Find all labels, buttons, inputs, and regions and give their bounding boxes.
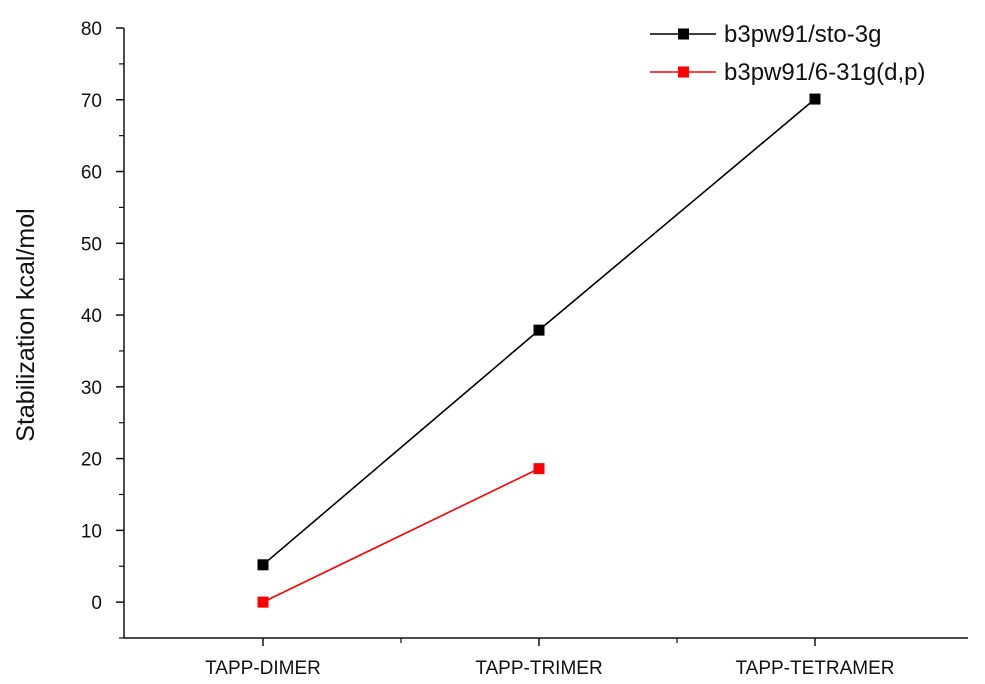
data-point [257, 559, 269, 571]
y-tick-label: 50 [81, 234, 102, 255]
y-tick-label: 70 [81, 91, 102, 112]
data-point [533, 324, 545, 336]
axes [123, 28, 968, 639]
series-line [262, 467, 540, 603]
x-axis-ticks: TAPP-DIMER TAPP-TRIMER TAPP-TETRAMER [205, 638, 895, 679]
y-tick-label: 40 [81, 306, 102, 327]
series [257, 463, 545, 608]
legend: b3pw91/sto-3g b3pw91/6-31g(d,p) [650, 21, 925, 86]
y-axis-title: Stabilization kcal/mol [12, 208, 40, 441]
y-tick-label: 10 [81, 521, 102, 542]
legend-marker [678, 66, 689, 78]
legend-marker [678, 28, 689, 40]
series [257, 93, 821, 571]
x-tick-label: TAPP-DIMER [205, 658, 321, 679]
y-tick-label: 80 [81, 19, 102, 40]
legend-label: b3pw91/sto-3g [724, 21, 881, 48]
data-point [257, 596, 269, 608]
y-tick-label: 0 [91, 593, 102, 614]
data-point [809, 93, 821, 105]
y-tick-label: 60 [81, 163, 102, 184]
x-tick-label: TAPP-TETRAMER [735, 658, 894, 679]
x-tick-label: TAPP-TRIMER [475, 658, 602, 679]
data-point [533, 463, 545, 475]
y-tick-label: 30 [81, 378, 102, 399]
series-layer [257, 93, 821, 608]
y-tick-label: 20 [81, 450, 102, 471]
y-axis-ticks: 0 10 20 30 40 50 60 70 80 [81, 19, 124, 639]
legend-label: b3pw91/6-31g(d,p) [724, 59, 925, 86]
